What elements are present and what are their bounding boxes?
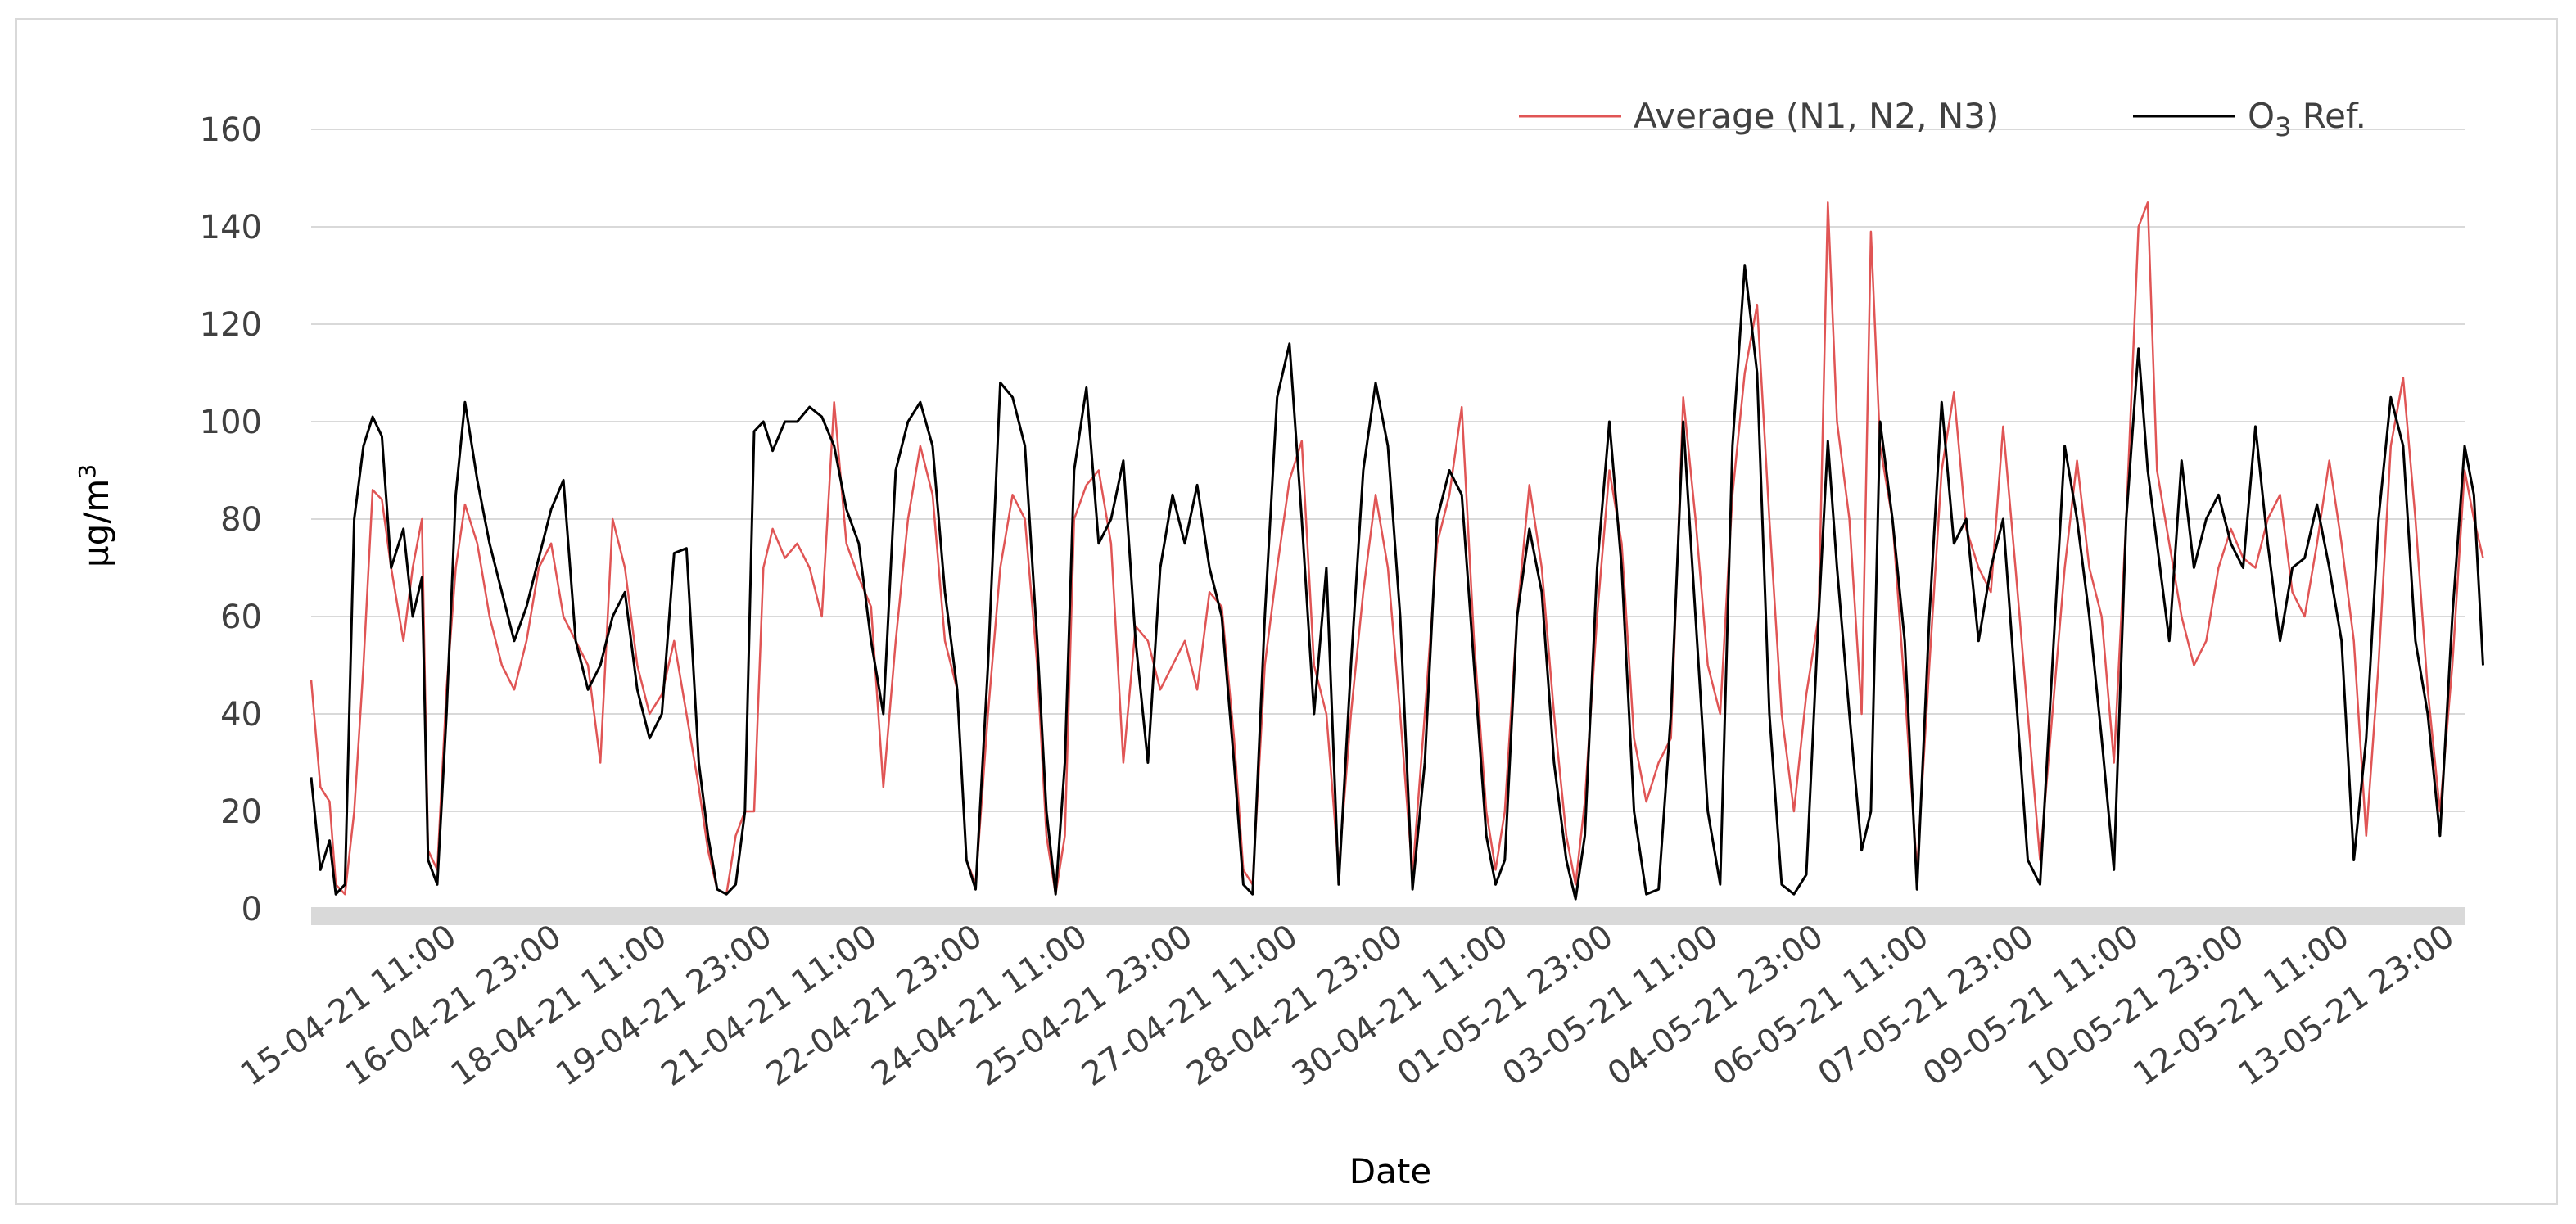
y-tick-label: 20 xyxy=(220,793,262,831)
legend: Average (N1, N2, N3) O3 Ref. xyxy=(1519,96,2366,142)
legend-label-o3-ref: O3 Ref. xyxy=(2248,96,2366,142)
svg-text:µg/m3: µg/m3 xyxy=(74,464,116,567)
y-tick-label: 140 xyxy=(200,209,262,246)
gridlines xyxy=(311,129,2465,812)
y-tick-label: 100 xyxy=(200,404,262,441)
x-axis-title: Date xyxy=(1349,1151,1431,1191)
y-tick-label: 160 xyxy=(200,111,262,149)
chart-frame xyxy=(15,18,2558,1205)
y-tick-label: 40 xyxy=(220,696,262,734)
y-axis-title: µg/m3 xyxy=(74,464,116,567)
series-line-o3-ref xyxy=(310,264,2484,901)
series-line-average xyxy=(310,201,2484,896)
y-tick-label: 60 xyxy=(220,598,262,636)
y-tick-label: 120 xyxy=(200,306,262,344)
y-tick-label: 0 xyxy=(242,891,262,928)
y-axis-ticks: 0 20 40 60 80 100 120 140 160 xyxy=(200,111,262,928)
x-axis-band xyxy=(311,907,2465,925)
legend-label-average: Average (N1, N2, N3) xyxy=(1634,96,1999,136)
y-tick-label: 80 xyxy=(220,501,262,539)
series-lines xyxy=(310,201,2484,901)
